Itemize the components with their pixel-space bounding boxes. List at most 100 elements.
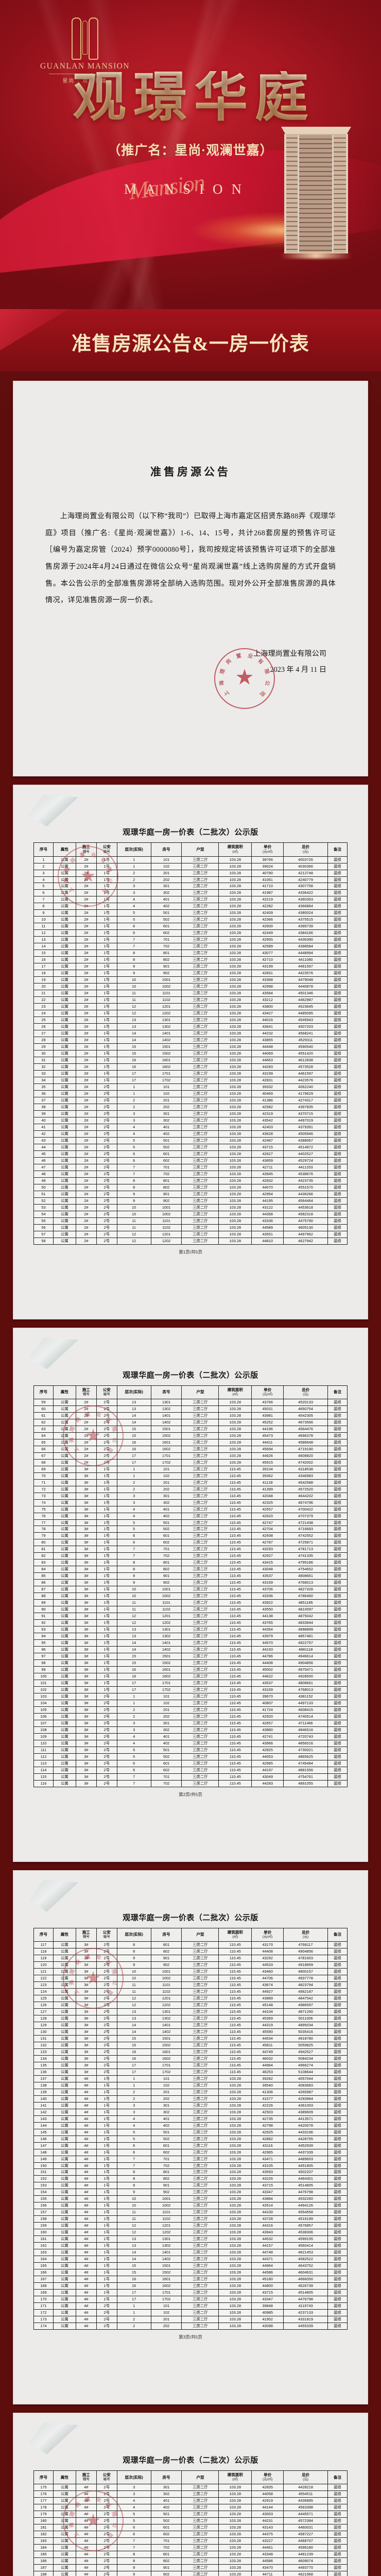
table-cell: 110.45 (218, 1526, 252, 1533)
table-cell: 601 (150, 923, 182, 930)
table-cell: 公寓 (53, 2215, 76, 2223)
table-cell: 2# (75, 929, 97, 937)
table-row: 158 公寓 4# 1号 11 1102 三房二厅 103.28 43728 4516199 装修 (33, 2215, 348, 2223)
table-cell: 6 (116, 923, 151, 930)
table-cell: 公寓 (53, 896, 76, 904)
table-cell: 4497133 (283, 1700, 328, 1707)
table-cell: 103.28 (218, 869, 252, 877)
table-cell: 公寓 (53, 1659, 76, 1667)
table-cell: 三房二厅 (181, 2155, 219, 2163)
table-cell: 装修 (327, 2068, 348, 2076)
table-cell: 公寓 (53, 2021, 76, 2029)
table-cell: 4730021 (283, 1746, 328, 1754)
table-cell: 1号 (96, 990, 117, 997)
table-cell: 110.45 (218, 1948, 252, 1955)
table-cell: 公寓 (53, 1452, 76, 1460)
table-row: 17 公寓 2# 1号 9 901 三房二厅 103.28 43199 4461597 装修 (33, 963, 348, 971)
table-cell: 公寓 (53, 1150, 76, 1158)
table-cell: 15 (33, 950, 54, 957)
table-cell: 103.28 (218, 2235, 252, 2243)
table-cell: 45002 (251, 1666, 284, 1674)
table-cell: 103.28 (218, 1163, 252, 1171)
table-cell: 3# (75, 1619, 97, 1627)
table-cell: 3# (75, 1746, 97, 1754)
table-cell: 502 (150, 2517, 182, 2525)
table-cell: 装修 (327, 2035, 348, 2042)
table-cell: 1202 (150, 1237, 182, 1245)
table-cell: 三房二厅 (181, 916, 219, 924)
table-cell: 三房二厅 (181, 929, 219, 937)
table-cell: 162 (33, 2242, 54, 2250)
table-cell: 35 (33, 1083, 54, 1091)
table-cell: 3# (75, 1586, 97, 1594)
table-cell: 4871290 (283, 2008, 328, 2015)
table-cell: 装修 (327, 1170, 348, 1178)
table-row: 71 公寓 3# 1号 2 201 三房二厅 110.45 41128 4542588 装修 (33, 1479, 348, 1486)
table-cell: 1号 (96, 1043, 117, 1051)
table-cell: 401 (150, 2115, 182, 2123)
table-cell: 4# (75, 2222, 97, 2230)
table-cell: 103.28 (218, 1090, 252, 1097)
table-cell: 4# (75, 2276, 97, 2283)
table-cell: 2号 (96, 1746, 117, 1754)
table-cell: 4240779 (283, 876, 328, 884)
table-row: 14 公寓 2# 1号 7 702 三房二厅 103.28 42589 4398584 装修 (33, 943, 348, 951)
table-cell: 2 (116, 2088, 151, 2096)
table-cell: 110.45 (218, 1954, 252, 1962)
table-cell: 36 (33, 1090, 54, 1097)
table-cell: 公寓 (53, 2497, 76, 2505)
table-cell: 公寓 (53, 1137, 76, 1144)
table-cell: 110.45 (218, 1981, 252, 1989)
table-cell: 4479048 (283, 976, 328, 984)
table-cell: 201 (150, 2316, 182, 2324)
column-header-4: 公安 编号 (96, 1385, 117, 1399)
table-cell: 三房二厅 (181, 1432, 219, 1439)
announcement-bottom-space (45, 678, 336, 755)
column-header-1: 序号 (33, 1927, 54, 1942)
table-cell: 43584 (251, 990, 284, 997)
table-cell: 公寓 (53, 1532, 76, 1540)
table-row: 31 公寓 2# 1号 16 1601 三房二厅 103.28 44663 4612838 装修 (33, 1057, 348, 1064)
column-header-unit: 幢号 (82, 1392, 90, 1396)
table-cell: 2# (75, 1237, 97, 1245)
table-cell: 41386 (251, 1096, 284, 1104)
table-cell: 2号 (96, 2021, 117, 2029)
table-cell: 3# (75, 1599, 97, 1607)
table-cell: 公寓 (53, 889, 76, 897)
table-cell: 三房二厅 (181, 1472, 219, 1480)
table-cell: 103.28 (218, 936, 252, 944)
table-row: 118 公寓 3# 2号 8 802 三房二厅 110.45 44408 4904856 装修 (33, 1948, 348, 1955)
table-cell: 3 (116, 889, 151, 897)
table-cell: 公寓 (53, 1646, 76, 1654)
table-cell: 103.28 (218, 1190, 252, 1198)
table-cell: 202 (150, 1485, 182, 1493)
table-cell: 14 (116, 2249, 151, 2257)
table-cell: 三房二厅 (181, 2242, 219, 2250)
table-cell: 1001 (150, 1968, 182, 1975)
table-cell: 三房二厅 (181, 1465, 219, 1473)
table-row: 58 公寓 2# 2号 12 1202 三房二厅 103.28 44810 4627942 装修 (33, 1237, 348, 1245)
table-cell: 3# (75, 1666, 97, 1674)
table-cell: 装修 (327, 2168, 348, 2176)
table-cell: 4551570 (283, 1183, 328, 1191)
table-cell: 72 (33, 1485, 54, 1493)
table-row: 180 公寓 4# 2号 5 502 三房二厅 103.28 44231 4572384 装修 (33, 2517, 348, 2525)
column-header-8: 建筑面积 (㎡) (218, 1385, 252, 1399)
table-cell: 装修 (327, 1183, 348, 1191)
table-cell: 三房二厅 (181, 889, 219, 897)
table-cell: 9 (116, 2564, 151, 2572)
table-cell: 4370715 (283, 1110, 328, 1117)
table-cell: 装修 (327, 1673, 348, 1681)
table-cell: 三房二厅 (181, 2316, 219, 2324)
table-cell: 4568241 (283, 1030, 328, 1038)
price-table-title: 观璟华庭一房一价表（二批次）公示版 (123, 828, 258, 837)
table-cell: 三房二厅 (181, 1030, 219, 1038)
table-cell: 2号 (96, 1090, 117, 1097)
table-cell: 4599155 (283, 2235, 328, 2243)
table-cell: 2 (116, 2095, 151, 2103)
table-cell: 402 (150, 1512, 182, 1520)
table-cell: 1002 (150, 983, 182, 991)
table-cell: 1501 (150, 1653, 182, 1660)
table-cell: 三房二厅 (181, 1123, 219, 1131)
table-cell: 16 (116, 1057, 151, 1064)
